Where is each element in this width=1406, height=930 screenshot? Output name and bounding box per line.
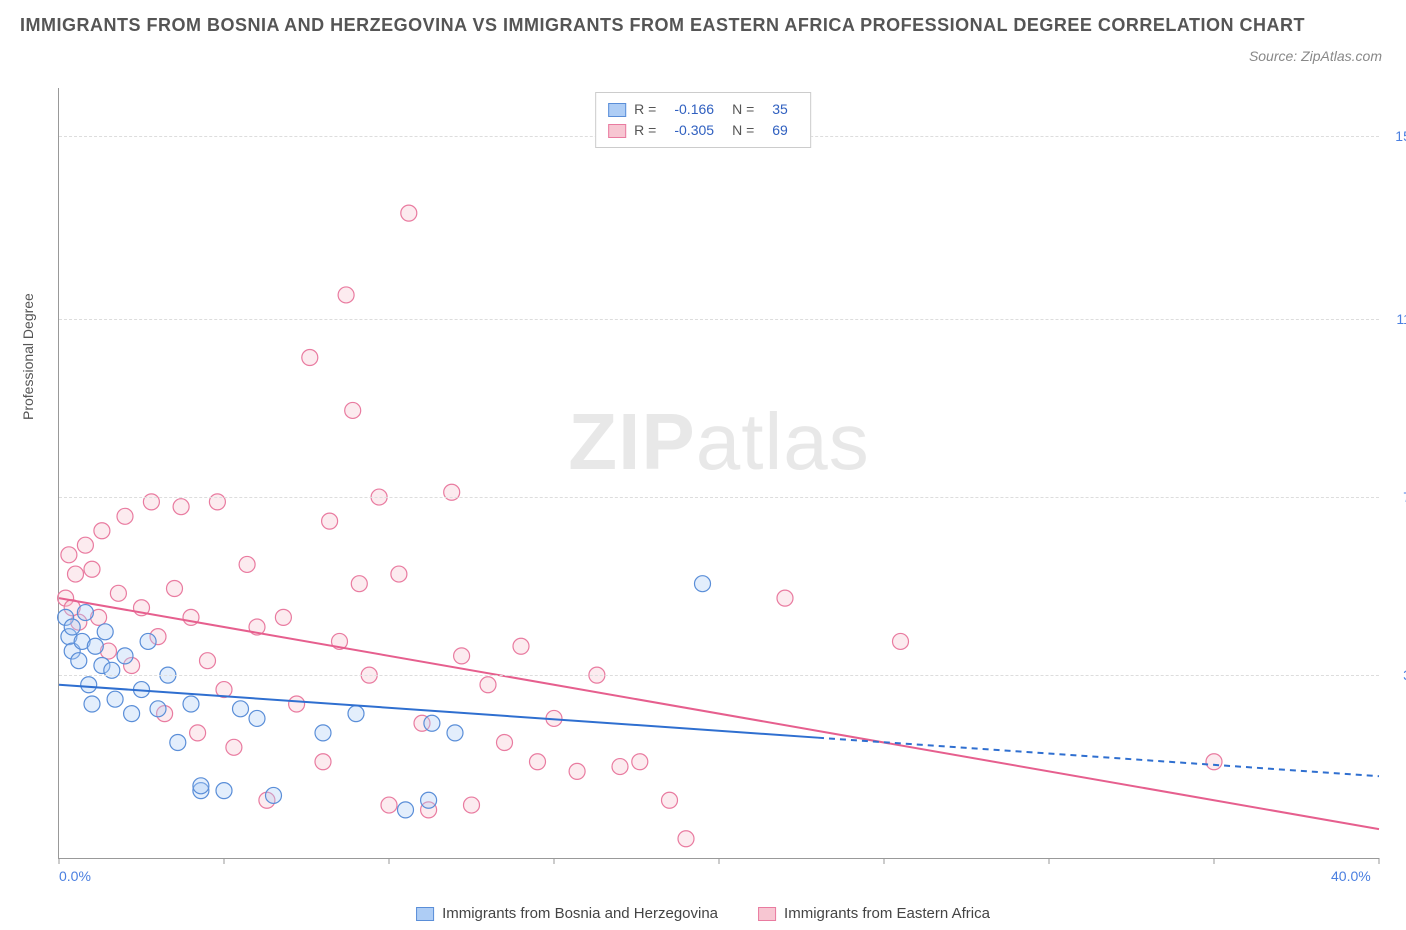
data-point-eafrica [662,792,678,808]
x-tick-label: 40.0% [1331,868,1371,884]
data-point-bosnia [183,696,199,712]
data-point-eafrica [167,581,183,597]
y-axis-title: Professional Degree [20,293,36,420]
data-point-bosnia [424,715,440,731]
r-label: R = [634,120,656,141]
data-point-eafrica [84,561,100,577]
r-value-eafrica: -0.305 [674,120,714,141]
n-value-eafrica: 69 [772,120,788,141]
data-point-eafrica [77,537,93,553]
data-point-eafrica [68,566,84,582]
plot-area: ZIPatlas 3.8%7.5%11.2%15.0%0.0%40.0% [58,88,1379,859]
data-point-eafrica [381,797,397,813]
swatch-bosnia [416,907,434,921]
data-point-eafrica [893,633,909,649]
legend-label-bosnia: Immigrants from Bosnia and Herzegovina [442,905,718,922]
r-label: R = [634,99,656,120]
data-point-bosnia [398,802,414,818]
data-point-bosnia [87,638,103,654]
swatch-bosnia [608,103,626,117]
n-label: N = [732,99,754,120]
data-point-bosnia [216,783,232,799]
data-point-eafrica [777,590,793,606]
data-point-bosnia [150,701,166,717]
data-point-eafrica [200,653,216,669]
data-point-eafrica [338,287,354,303]
data-point-eafrica [632,754,648,770]
swatch-eafrica [758,907,776,921]
data-point-bosnia [348,706,364,722]
data-point-bosnia [447,725,463,741]
grid-line [59,497,1379,498]
y-tick-label: 15.0% [1395,128,1406,144]
data-point-eafrica [530,754,546,770]
data-point-eafrica [173,499,189,515]
stats-row-eafrica: R = -0.305 N = 69 [608,120,798,141]
data-point-eafrica [275,609,291,625]
data-point-bosnia [266,787,282,803]
series-legend: Immigrants from Bosnia and Herzegovina I… [416,905,990,922]
data-point-eafrica [480,677,496,693]
chart-svg [59,88,1379,858]
data-point-eafrica [454,648,470,664]
data-point-bosnia [249,710,265,726]
data-point-eafrica [612,759,628,775]
legend-item-eafrica: Immigrants from Eastern Africa [758,905,990,922]
data-point-eafrica [190,725,206,741]
n-value-bosnia: 35 [772,99,788,120]
data-point-eafrica [110,585,126,601]
data-point-eafrica [351,576,367,592]
swatch-eafrica [608,124,626,138]
data-point-eafrica [678,831,694,847]
legend-label-eafrica: Immigrants from Eastern Africa [784,905,990,922]
data-point-bosnia [193,778,209,794]
data-point-eafrica [289,696,305,712]
data-point-eafrica [401,205,417,221]
regression-extrapolation-bosnia [818,738,1379,777]
source-attribution: Source: ZipAtlas.com [1249,48,1382,64]
data-point-eafrica [117,508,133,524]
data-point-eafrica [345,402,361,418]
data-point-eafrica [513,638,529,654]
data-point-bosnia [170,735,186,751]
legend-item-bosnia: Immigrants from Bosnia and Herzegovina [416,905,718,922]
data-point-bosnia [107,691,123,707]
grid-line [59,675,1379,676]
data-point-eafrica [391,566,407,582]
data-point-bosnia [117,648,133,664]
data-point-bosnia [77,605,93,621]
data-point-bosnia [421,792,437,808]
data-point-eafrica [226,739,242,755]
stats-legend: R = -0.166 N = 35 R = -0.305 N = 69 [595,92,811,148]
r-value-bosnia: -0.166 [674,99,714,120]
data-point-eafrica [61,547,77,563]
data-point-bosnia [84,696,100,712]
data-point-bosnia [140,633,156,649]
data-point-bosnia [71,653,87,669]
data-point-bosnia [81,677,97,693]
stats-row-bosnia: R = -0.166 N = 35 [608,99,798,120]
data-point-eafrica [322,513,338,529]
grid-line [59,319,1379,320]
data-point-eafrica [94,523,110,539]
y-tick-label: 11.2% [1396,311,1406,327]
x-tick-label: 0.0% [59,868,91,884]
chart-title: IMMIGRANTS FROM BOSNIA AND HERZEGOVINA V… [0,0,1406,39]
data-point-bosnia [124,706,140,722]
data-point-eafrica [464,797,480,813]
data-point-bosnia [233,701,249,717]
data-point-eafrica [239,556,255,572]
data-point-bosnia [97,624,113,640]
data-point-eafrica [315,754,331,770]
data-point-bosnia [695,576,711,592]
data-point-eafrica [497,735,513,751]
data-point-bosnia [315,725,331,741]
data-point-eafrica [1206,754,1222,770]
n-label: N = [732,120,754,141]
data-point-bosnia [64,619,80,635]
data-point-eafrica [569,763,585,779]
data-point-eafrica [302,350,318,366]
